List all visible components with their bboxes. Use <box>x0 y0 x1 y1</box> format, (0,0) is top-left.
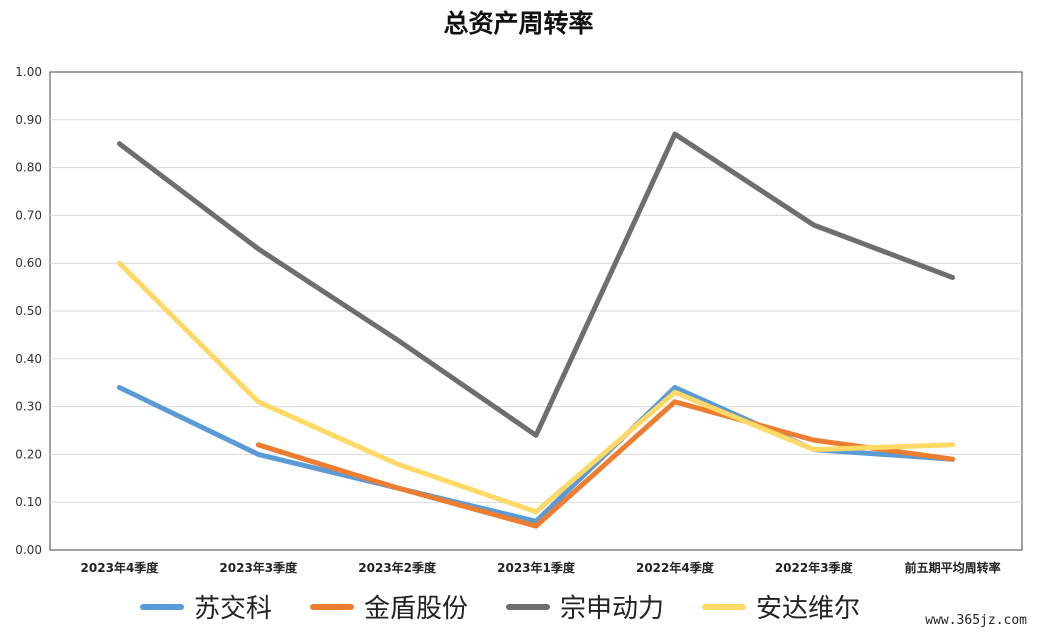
y-tick-label: 0.30 <box>15 400 42 414</box>
x-tick-label: 前五期平均周转率 <box>905 560 1001 575</box>
y-tick-label: 1.00 <box>15 65 42 79</box>
y-tick-label: 0.40 <box>15 352 42 366</box>
y-tick-label: 0.60 <box>15 256 42 270</box>
series-line-3 <box>116 131 956 438</box>
legend-item: 宗申动力 <box>506 588 664 625</box>
legend-label: 宗申动力 <box>560 594 665 624</box>
y-tick-label: 0.70 <box>15 208 42 222</box>
chart-title: 总资产周转率 <box>443 9 594 38</box>
legend-item: 安达维尔 <box>702 588 860 625</box>
legend-swatch <box>140 603 184 610</box>
legend-label: 安达维尔 <box>756 594 861 624</box>
legend-swatch <box>310 603 355 610</box>
chart-legend: 苏交科 金盾股份 宗申动力 安达维尔 <box>140 588 898 625</box>
x-tick-label: 2023年3季度 <box>219 560 298 575</box>
x-tick-label: 2023年1季度 <box>497 560 576 575</box>
watermark: www.365jz.com <box>925 613 1027 628</box>
legend-label: 苏交科 <box>194 594 273 624</box>
x-tick-label: 2022年4季度 <box>636 560 715 575</box>
series-line-4 <box>116 260 956 515</box>
legend-item: 苏交科 <box>140 588 272 625</box>
legend-item: 金盾股份 <box>310 588 468 625</box>
series-line-2 <box>255 399 956 529</box>
x-tick-label: 2022年3季度 <box>775 560 854 575</box>
x-tick-label: 2023年4季度 <box>81 560 160 575</box>
y-tick-label: 0.20 <box>15 447 42 461</box>
legend-swatch <box>506 603 551 610</box>
y-tick-label: 0.00 <box>15 543 42 557</box>
y-tick-label: 0.50 <box>15 304 42 318</box>
x-tick-label: 2023年2季度 <box>358 560 437 575</box>
legend-swatch <box>702 603 747 610</box>
y-tick-label: 0.80 <box>15 161 42 175</box>
y-tick-label: 0.90 <box>15 113 42 127</box>
legend-label: 金盾股份 <box>364 594 469 624</box>
y-tick-label: 0.10 <box>15 495 42 509</box>
